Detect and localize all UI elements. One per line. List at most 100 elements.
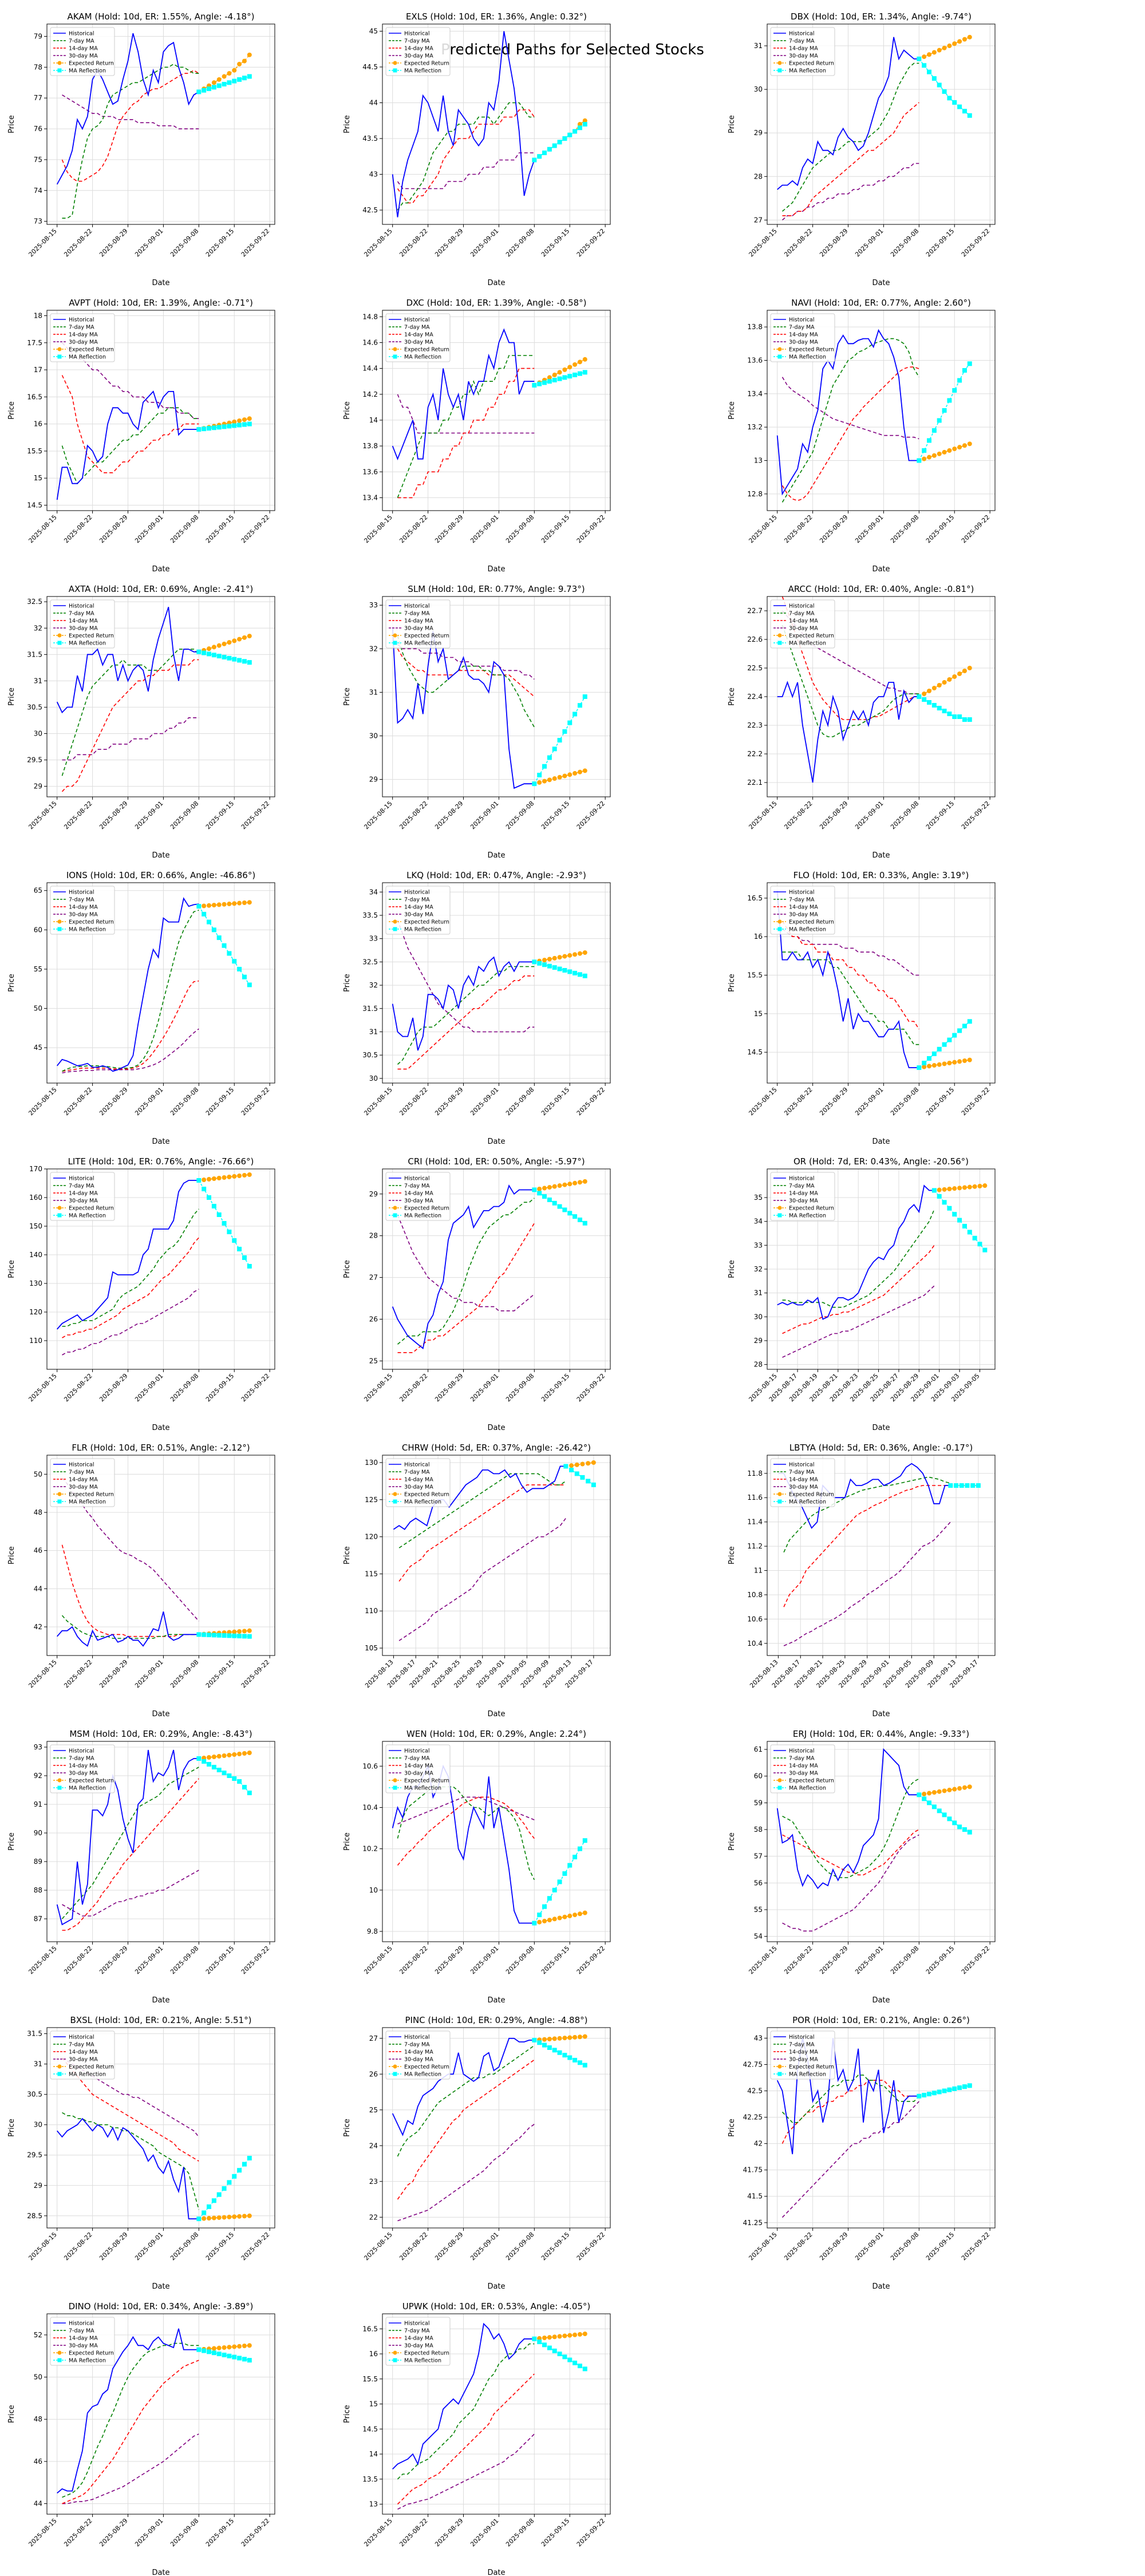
legend-marker — [57, 2350, 62, 2355]
legend-marker — [393, 1213, 397, 1218]
reflection-point — [247, 74, 252, 79]
subplot-14: 2025-08-152025-08-172025-08-192025-08-21… — [728, 1156, 996, 1432]
subplot-title: OR (Hold: 7d, ER: 0.43%, Angle: -20.56°) — [793, 1156, 969, 1167]
x-tick-label: 2025-08-29 — [98, 1945, 129, 1976]
series-historical — [57, 1180, 199, 1330]
legend-box — [385, 2030, 451, 2080]
series-ma30 — [62, 94, 199, 129]
y-tick-label: 41.75 — [743, 2166, 763, 2174]
series-ma7 — [62, 2342, 199, 2498]
reflection-point — [196, 649, 202, 654]
x-tick-label: 2025-08-22 — [783, 800, 814, 831]
reflection-point — [216, 2192, 222, 2197]
x-tick-label: 2025-08-22 — [398, 513, 429, 544]
reflection-point — [547, 1896, 552, 1901]
legend-marker — [57, 1778, 62, 1783]
reflection-point — [562, 1871, 567, 1876]
expected-point — [569, 1463, 574, 1468]
reflection-point — [207, 651, 212, 657]
legend-marker — [777, 641, 782, 645]
x-tick-label: 2025-09-01 — [469, 2517, 500, 2548]
x-tick-label: 2025-08-15 — [27, 1086, 58, 1117]
expected-point — [211, 645, 216, 650]
expected-point — [232, 419, 237, 424]
reflection-point — [582, 370, 587, 375]
reflection-point — [227, 2353, 232, 2358]
reflection-point — [232, 423, 237, 428]
reflection-point — [947, 1206, 952, 1211]
subplot-15: 2025-08-15 2025-08-22 2025-08-29 2025-09-01… — [7, 1443, 275, 1718]
reflection-point — [196, 1632, 202, 1637]
reflection-point — [572, 2057, 578, 2063]
legend-label: Historical — [69, 2034, 94, 2041]
x-tick-label: 2025-08-15 — [362, 1945, 393, 1976]
y-tick-label: 90 — [34, 1829, 42, 1837]
reflection-point — [247, 1634, 252, 1639]
reflection-point — [242, 659, 247, 664]
plot-frame — [46, 1741, 275, 1942]
reflection-point — [577, 972, 582, 977]
x-tick-label: 2025-09-01 — [854, 227, 885, 258]
legend-label: MA Reflection — [69, 1499, 106, 1506]
expected-point — [211, 1176, 216, 1181]
legend-label: Expected Return — [404, 2350, 449, 2357]
legend-label: 30-day MA — [69, 2343, 98, 2349]
series-ma14 — [62, 1237, 199, 1338]
plot-frame — [46, 23, 275, 225]
reflection-point — [207, 2204, 212, 2209]
plot-frame — [46, 310, 275, 511]
legend-label: Expected Return — [404, 633, 449, 639]
reflection-point — [196, 2347, 202, 2352]
reflection-point — [557, 1204, 562, 1209]
reflection-point — [207, 1195, 212, 1200]
reflection-point — [232, 2354, 237, 2360]
reflection-point — [922, 697, 927, 702]
x-tick-label: 2025-09-22 — [960, 800, 991, 831]
reflection-point — [211, 85, 216, 90]
expected-point — [552, 372, 557, 377]
reflection-point — [211, 425, 216, 430]
reflection-point — [591, 1482, 596, 1487]
legend-label: 7-day MA — [789, 325, 815, 331]
expected-point — [547, 375, 552, 380]
x-axis-label: Date — [872, 1710, 890, 1718]
x-tick-label: 2025-08-22 — [783, 2231, 814, 2262]
expected-point — [202, 2216, 207, 2221]
expected-point — [242, 1173, 247, 1178]
reflection-point — [557, 738, 562, 743]
expected-point — [927, 1791, 932, 1796]
expected-point — [557, 775, 562, 780]
plot-frame — [382, 1168, 611, 1370]
plot-frame — [46, 1455, 275, 1656]
reflection-point — [537, 1191, 542, 1196]
x-tick-label: 2025-09-22 — [240, 2517, 271, 2548]
reflection-point — [211, 1204, 216, 1208]
legend-label: Expected Return — [69, 919, 114, 926]
legend-label: 7-day MA — [69, 2042, 94, 2048]
expected-point — [211, 2346, 216, 2351]
y-axis-label: Price — [343, 2405, 352, 2423]
expected-point — [927, 1064, 932, 1069]
x-tick-label: 2025-09-01 — [854, 1086, 885, 1117]
x-tick-label: 2025-09-08 — [169, 227, 200, 258]
expected-point — [942, 680, 947, 685]
reflection-point — [216, 1633, 222, 1638]
reflection-point — [542, 380, 547, 385]
reflection-point — [917, 56, 922, 61]
x-tick-label: 2025-08-29 — [818, 800, 849, 831]
x-axis-label: Date — [487, 279, 505, 287]
legend-label: 7-day MA — [789, 1756, 815, 1762]
expected-point — [207, 2216, 212, 2221]
y-tick-label: 30.5 — [27, 703, 42, 711]
legend-marker — [57, 2064, 62, 2069]
legend-marker — [393, 1206, 397, 1210]
legend-marker — [57, 1499, 62, 1504]
x-tick-label: 2025-09-15 — [204, 2517, 235, 2548]
reflection-point — [942, 1042, 947, 1047]
y-tick-label: 14.5 — [747, 1048, 763, 1056]
expected-point — [931, 1063, 937, 1068]
expected-point — [972, 1184, 977, 1189]
reflection-point — [532, 1187, 537, 1192]
legend-label: Historical — [69, 603, 94, 610]
